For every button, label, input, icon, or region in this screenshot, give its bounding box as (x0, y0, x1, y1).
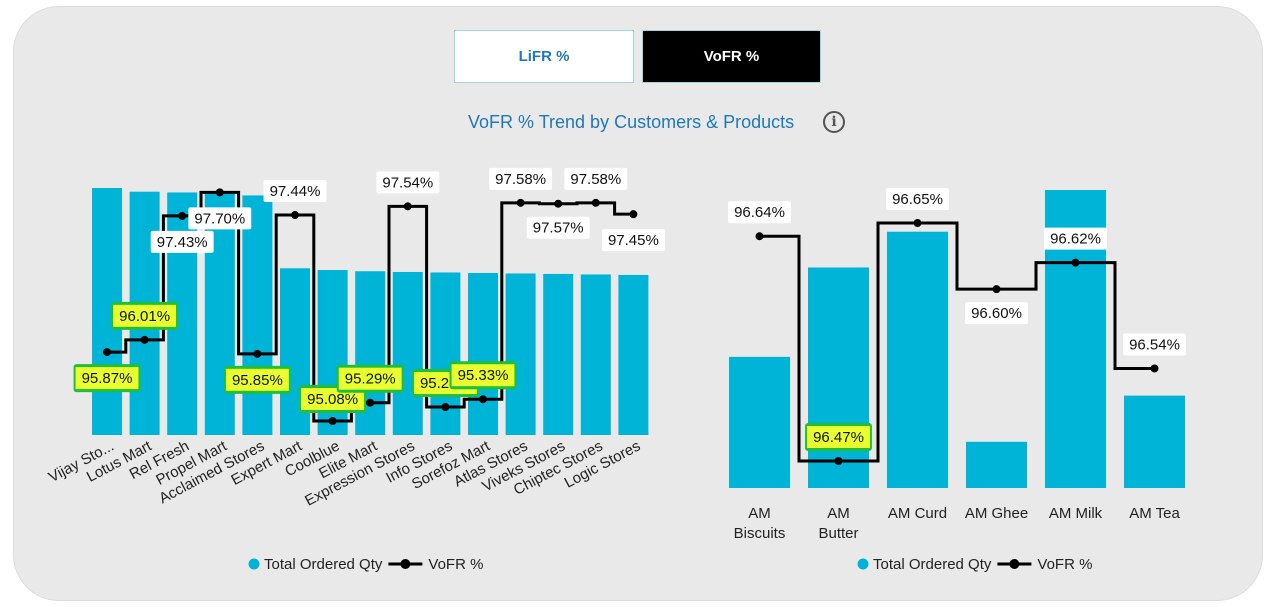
vofr-point (755, 232, 764, 241)
data-label: 96.65% (892, 191, 943, 208)
vofr-point (215, 188, 224, 197)
legend-bar-marker (857, 558, 869, 570)
bar-products (729, 356, 790, 488)
label-highlight (75, 367, 139, 390)
label-box (601, 229, 665, 252)
legend-line-dot (1009, 559, 1020, 569)
data-label: 97.54% (382, 174, 433, 191)
data-label: 97.57% (533, 220, 584, 237)
label-box (188, 207, 252, 230)
vofr-point (516, 198, 525, 207)
legend-label: Total Ordered Qty (264, 556, 383, 573)
data-label: 95.85% (232, 372, 283, 389)
bar-customers (580, 274, 611, 435)
vofr-point (140, 335, 149, 344)
vofr-point (291, 211, 299, 220)
vofr-point (834, 457, 843, 465)
data-label: 97.43% (157, 234, 208, 251)
legend-label: VoFR % (428, 556, 483, 573)
label-highlight (113, 304, 177, 327)
data-label: 97.70% (194, 210, 245, 227)
bar-products (1124, 395, 1185, 488)
vofr-point (328, 417, 337, 426)
bar-customers (543, 273, 574, 435)
label-box (489, 167, 553, 190)
vofr-point (1150, 364, 1159, 373)
category-label: Butter (818, 525, 858, 542)
legend-label: Total Ordered Qty (873, 556, 992, 573)
vofr-point (591, 198, 600, 207)
category-label: AM Tea (1129, 505, 1180, 522)
bar-products (966, 441, 1027, 488)
vofr-point (992, 285, 1001, 294)
data-label: 96.62% (1050, 231, 1101, 248)
bar-customers (505, 273, 536, 435)
tab-vofr[interactable]: VoFR % (642, 30, 821, 83)
legend-line-dot (400, 559, 411, 569)
category-label: Biscuits (734, 525, 786, 542)
label-box (886, 188, 949, 210)
data-label: 97.58% (570, 171, 621, 188)
label-box (150, 230, 214, 253)
data-label: 95.33% (458, 367, 509, 384)
label-box (564, 167, 628, 190)
data-label: 95.87% (82, 370, 133, 387)
vofr-point (441, 403, 450, 412)
chart-title: VoFR % Trend by Customers & Products (468, 112, 795, 132)
legend-label: VoFR % (1037, 556, 1092, 573)
label-box (263, 180, 327, 203)
vofr-point (366, 398, 375, 407)
info-icon[interactable]: i (823, 111, 845, 133)
category-label: AM Ghee (965, 505, 1028, 522)
vofr-point (913, 219, 922, 227)
data-label: 97.44% (270, 183, 321, 200)
label-box (526, 216, 590, 239)
vofr-point (1071, 258, 1080, 267)
bar-products (887, 231, 948, 488)
vofr-point (253, 349, 262, 358)
label-highlight (807, 426, 870, 448)
data-label: 96.01% (119, 308, 170, 325)
tab-lifr[interactable]: LiFR % (454, 30, 634, 83)
vofr-point (178, 211, 187, 220)
label-box (1044, 227, 1107, 250)
label-box (1123, 333, 1186, 356)
data-label: 96.54% (1129, 336, 1180, 353)
label-highlight (451, 364, 515, 387)
label-box (965, 302, 1028, 325)
label-highlight (301, 388, 365, 411)
vofr-step-line (759, 221, 1155, 463)
vofr-point (103, 348, 111, 357)
bar-customers (392, 271, 423, 435)
category-label: AM Milk (1049, 505, 1103, 522)
data-label: 97.45% (608, 232, 659, 249)
bar-customers (468, 272, 498, 435)
bar-customers (242, 195, 273, 435)
vofr-point (629, 210, 638, 219)
bar-customers (618, 274, 649, 435)
data-label: 95.29% (345, 371, 396, 388)
label-box (376, 171, 440, 194)
category-label: AM (827, 505, 850, 522)
data-label: 96.60% (971, 305, 1022, 322)
vofr-point (554, 199, 563, 208)
legend-bar-marker (248, 558, 260, 570)
label-highlight (338, 367, 402, 390)
data-label: 95.08% (307, 391, 358, 408)
label-highlight (225, 368, 289, 391)
category-label: AM Curd (888, 505, 947, 522)
data-label: 97.58% (495, 171, 546, 188)
vofr-point (403, 202, 412, 211)
data-label: 96.47% (813, 429, 864, 446)
label-box (728, 201, 791, 224)
data-label: 96.64% (734, 204, 785, 221)
category-label: AM (748, 505, 771, 522)
vofr-point (479, 395, 487, 404)
bar-products (808, 267, 869, 488)
